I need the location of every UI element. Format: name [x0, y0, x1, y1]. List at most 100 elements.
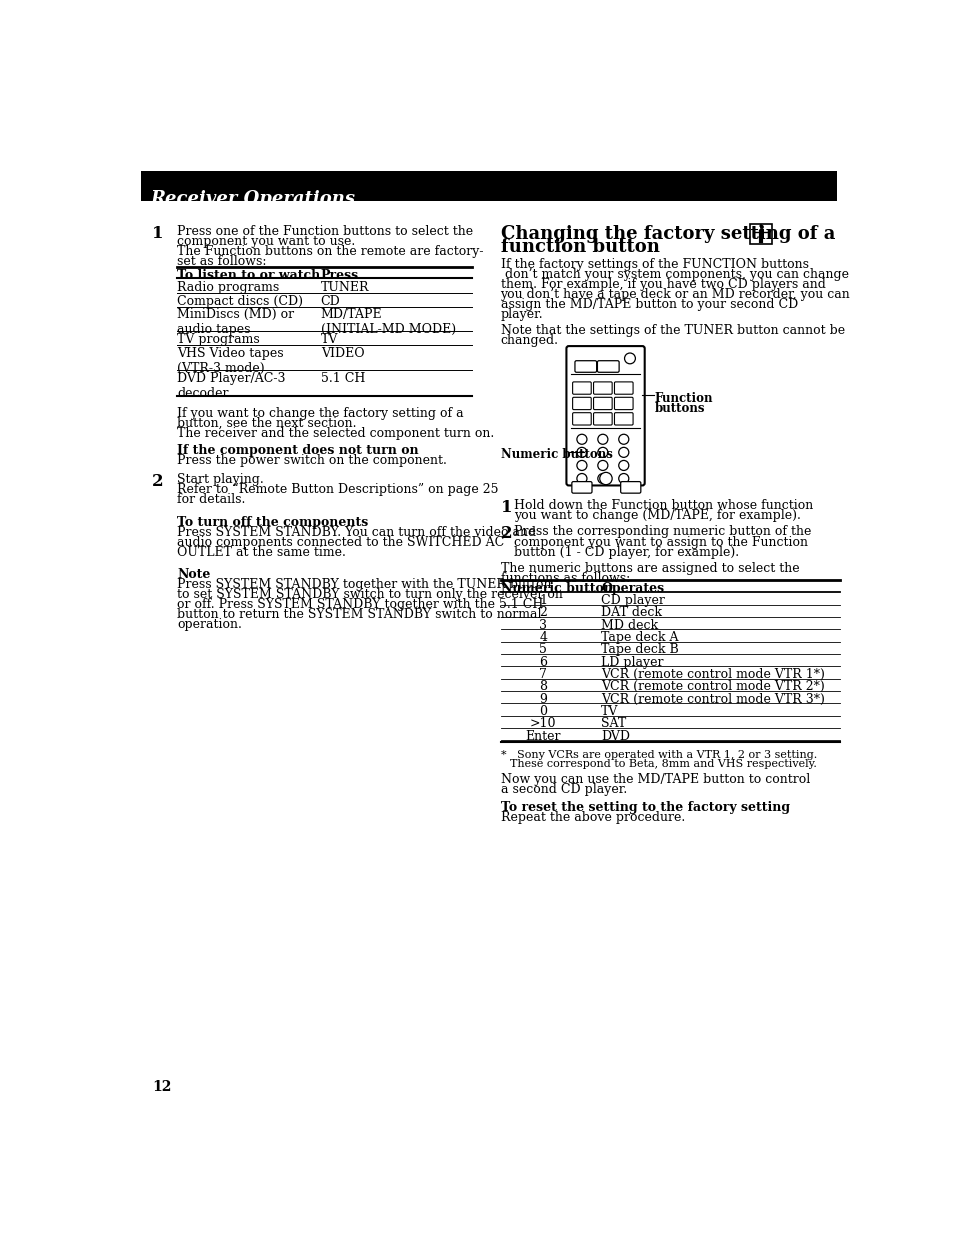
Text: To listen to or watch: To listen to or watch [177, 269, 320, 282]
Text: Tape deck B: Tape deck B [600, 643, 679, 656]
Text: don’t match your system components, you can change: don’t match your system components, you … [500, 268, 847, 280]
Bar [749, 224, 771, 243]
Text: for details.: for details. [177, 493, 246, 506]
Text: 0: 0 [538, 705, 547, 718]
Text: set as follows:: set as follows: [177, 256, 267, 268]
FancyBboxPatch shape [572, 398, 591, 410]
Text: button to return the SYSTEM STANDBY switch to normal: button to return the SYSTEM STANDBY swit… [177, 608, 541, 621]
FancyBboxPatch shape [614, 398, 633, 410]
Text: button, see the next section.: button, see the next section. [177, 417, 356, 430]
Text: to set SYSTEM STANDBY switch to turn only the receiver on: to set SYSTEM STANDBY switch to turn onl… [177, 588, 562, 601]
Text: TV programs: TV programs [177, 333, 260, 346]
Text: 3: 3 [538, 619, 547, 631]
Circle shape [577, 461, 586, 471]
FancyBboxPatch shape [593, 382, 612, 394]
Circle shape [598, 447, 607, 457]
Text: Now you can use the MD/TAPE button to control: Now you can use the MD/TAPE button to co… [500, 773, 809, 785]
Text: changed.: changed. [500, 333, 558, 347]
Text: 12: 12 [152, 1079, 171, 1094]
Text: Note that the settings of the TUNER button cannot be: Note that the settings of the TUNER butt… [500, 324, 843, 337]
FancyBboxPatch shape [571, 482, 592, 493]
FancyBboxPatch shape [620, 482, 640, 493]
Text: button (1 - CD player, for example).: button (1 - CD player, for example). [514, 546, 739, 558]
Text: you want to change (MD/TAPE, for example).: you want to change (MD/TAPE, for example… [514, 509, 801, 521]
Text: 2: 2 [152, 473, 163, 490]
Text: function button: function button [500, 237, 659, 256]
FancyBboxPatch shape [572, 382, 591, 394]
Circle shape [598, 461, 607, 471]
Text: Numeric button: Numeric button [500, 583, 612, 595]
Text: TV: TV [320, 333, 337, 346]
Text: functions as follows:: functions as follows: [500, 573, 629, 585]
Circle shape [618, 473, 628, 484]
FancyBboxPatch shape [593, 412, 612, 425]
Text: 5: 5 [538, 643, 546, 656]
Text: These correspond to Beta, 8mm and VHS respectively.: These correspond to Beta, 8mm and VHS re… [509, 758, 816, 769]
Text: buttons: buttons [654, 403, 704, 415]
Text: 2: 2 [500, 526, 512, 542]
Circle shape [618, 447, 628, 457]
Text: Note: Note [177, 568, 211, 580]
FancyBboxPatch shape [593, 398, 612, 410]
Text: MD/TAPE
(INITIAL-MD MODE): MD/TAPE (INITIAL-MD MODE) [320, 309, 456, 336]
Text: VCR (remote control mode VTR 3*): VCR (remote control mode VTR 3*) [600, 693, 824, 705]
Text: Refer to “Remote Button Descriptions” on page 25: Refer to “Remote Button Descriptions” on… [177, 483, 498, 496]
Text: 8: 8 [538, 680, 547, 693]
Text: *   Sony VCRs are operated with a VTR 1, 2 or 3 setting.: * Sony VCRs are operated with a VTR 1, 2… [500, 750, 816, 760]
Text: Changing the factory setting of a: Changing the factory setting of a [500, 225, 834, 243]
Text: operation.: operation. [177, 618, 242, 631]
Circle shape [759, 225, 761, 227]
Text: If the component does not turn on: If the component does not turn on [177, 443, 418, 457]
Text: LD player: LD player [600, 656, 663, 668]
Text: you don’t have a tape deck or an MD recorder, you can: you don’t have a tape deck or an MD reco… [500, 288, 849, 300]
FancyBboxPatch shape [566, 346, 644, 485]
FancyBboxPatch shape [575, 361, 596, 372]
Text: VHS Video tapes
(VTR-3 mode): VHS Video tapes (VTR-3 mode) [177, 347, 284, 375]
Text: player.: player. [500, 308, 542, 321]
Text: VCR (remote control mode VTR 1*): VCR (remote control mode VTR 1*) [600, 668, 824, 680]
Circle shape [598, 473, 607, 484]
Text: 1: 1 [500, 499, 512, 515]
Text: DVD Player/AC-3
decoder: DVD Player/AC-3 decoder [177, 372, 286, 399]
Text: component you want to assign to the Function: component you want to assign to the Func… [514, 536, 807, 548]
Text: Press the power switch on the component.: Press the power switch on the component. [177, 454, 447, 467]
Text: 6: 6 [538, 656, 547, 668]
Text: To turn off the components: To turn off the components [177, 516, 368, 530]
Text: 9: 9 [538, 693, 546, 705]
Text: TV: TV [600, 705, 618, 718]
Text: 1: 1 [538, 594, 547, 608]
Text: MD deck: MD deck [600, 619, 658, 631]
Circle shape [577, 473, 586, 484]
Text: VIDEO: VIDEO [320, 347, 364, 359]
Text: SAT: SAT [600, 718, 626, 730]
Text: Press: Press [320, 269, 358, 282]
Text: Repeat the above procedure.: Repeat the above procedure. [500, 811, 684, 824]
Text: Receiver Operations: Receiver Operations [150, 190, 355, 207]
Text: The numeric buttons are assigned to select the: The numeric buttons are assigned to sele… [500, 562, 799, 576]
Text: To reset the setting to the factory setting: To reset the setting to the factory sett… [500, 802, 789, 814]
FancyBboxPatch shape [614, 412, 633, 425]
Text: 5.1 CH: 5.1 CH [320, 372, 365, 384]
Text: DAT deck: DAT deck [600, 606, 661, 619]
Text: audio components connected to the SWITCHED AC: audio components connected to the SWITCH… [177, 536, 504, 550]
Text: If the factory settings of the FUNCTION buttons: If the factory settings of the FUNCTION … [500, 258, 808, 270]
Text: Press one of the Function buttons to select the: Press one of the Function buttons to sel… [177, 225, 473, 238]
Text: If you want to change the factory setting of a: If you want to change the factory settin… [177, 406, 463, 420]
Text: component you want to use.: component you want to use. [177, 235, 355, 248]
Text: Press SYSTEM STANDBY together with the TUNER button: Press SYSTEM STANDBY together with the T… [177, 578, 551, 590]
Text: Radio programs: Radio programs [177, 280, 279, 294]
Text: MiniDiscs (MD) or
audio tapes: MiniDiscs (MD) or audio tapes [177, 309, 294, 336]
Text: 7: 7 [538, 668, 546, 680]
Text: Tape deck A: Tape deck A [600, 631, 679, 643]
Text: Operates: Operates [600, 583, 663, 595]
Text: Function: Function [654, 393, 713, 405]
Text: VCR (remote control mode VTR 2*): VCR (remote control mode VTR 2*) [600, 680, 824, 693]
Circle shape [598, 435, 607, 445]
Text: OUTLET at the same time.: OUTLET at the same time. [177, 546, 346, 559]
Text: or off. Press SYSTEM STANDBY together with the 5.1 CH: or off. Press SYSTEM STANDBY together wi… [177, 598, 543, 611]
Text: CD player: CD player [600, 594, 664, 608]
Text: them. For example, if you have two CD players and: them. For example, if you have two CD pl… [500, 278, 824, 290]
Text: The Function buttons on the remote are factory-: The Function buttons on the remote are f… [177, 246, 483, 258]
Text: Press the corresponding numeric button of the: Press the corresponding numeric button o… [514, 526, 811, 538]
Circle shape [577, 447, 586, 457]
